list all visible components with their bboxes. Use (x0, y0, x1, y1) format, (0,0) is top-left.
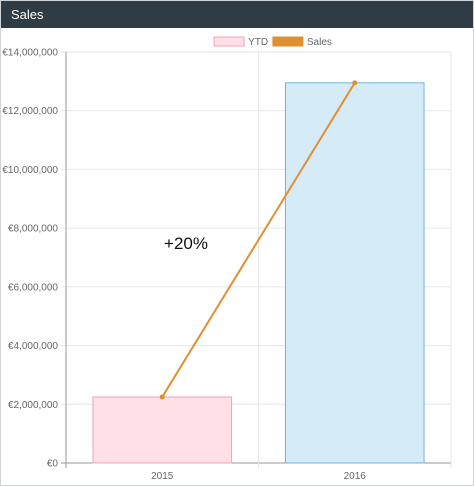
legend-swatch-ytd (213, 36, 245, 47)
panel-title: Sales (11, 7, 44, 22)
y-tick-label: €12,000,000 (2, 106, 58, 117)
sales-chart: €0 €2,000,000 €4,000,000 €6,000,000 €8,000,0… (2, 36, 452, 483)
sales-line (161, 82, 356, 398)
chart-line (159, 80, 358, 400)
sales-point-2016 (352, 80, 358, 86)
bar-2016 (284, 82, 425, 464)
chart-annotations: +20% (164, 234, 208, 253)
bar-2015 (92, 396, 233, 464)
legend-label-sales: Sales (307, 37, 332, 48)
sales-point-2015 (159, 394, 165, 400)
chart-axes: €0 €2,000,000 €4,000,000 €6,000,000 €8,000,0… (2, 48, 366, 483)
y-tick-label: €8,000,000 (8, 224, 58, 235)
y-tick-label: €2,000,000 (8, 400, 58, 411)
legend-swatch-sales (272, 36, 304, 47)
y-tick-label: €14,000,000 (2, 48, 58, 59)
y-tick-label: €6,000,000 (8, 282, 58, 293)
panel-header: Sales (1, 1, 473, 28)
x-tick-label: 2016 (344, 471, 367, 482)
legend-label-ytd: YTD (248, 37, 268, 48)
x-tick-label: 2015 (151, 471, 174, 482)
y-tick-label: €10,000,000 (2, 165, 58, 176)
chart-legend[interactable]: YTD Sales (213, 36, 332, 48)
chart-bars (92, 82, 425, 464)
y-tick-label: €4,000,000 (8, 341, 58, 352)
y-tick-label: €0 (47, 459, 59, 470)
growth-annotation: +20% (164, 234, 208, 253)
